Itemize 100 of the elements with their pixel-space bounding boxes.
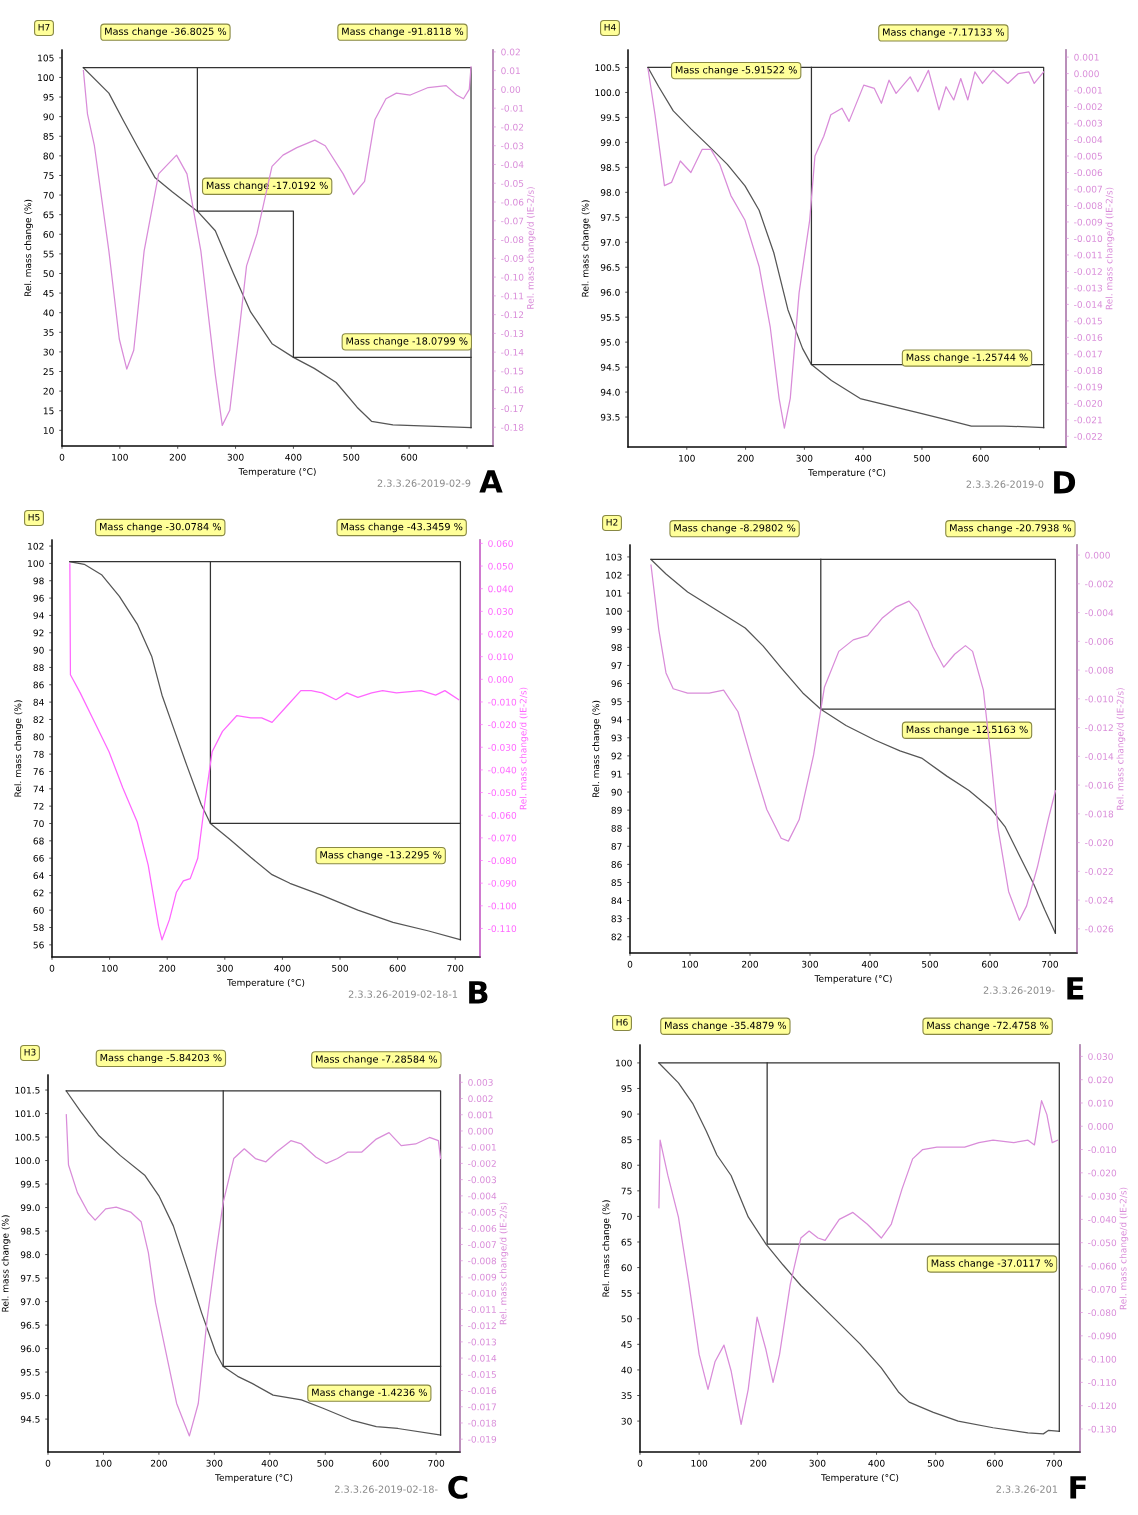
y2-tick-label: -0.020 (1085, 839, 1114, 847)
y-tick-label: 96.0 (600, 288, 620, 296)
x-tick-label: 400 (285, 453, 302, 461)
y-tick-label: 90 (43, 113, 54, 121)
y2-tick-label: -0.16 (501, 386, 524, 394)
y2-tick-label: -0.014 (1085, 753, 1114, 760)
y2-tick-label: -0.18 (501, 423, 524, 431)
x-axis-title: Temperature (°C) (227, 978, 305, 988)
x-tick-label: 0 (59, 453, 65, 461)
y-tick-label: 56 (33, 941, 44, 949)
y-tick-label: 97.5 (20, 1274, 40, 1282)
y2-tick-label: -0.006 (468, 1225, 497, 1232)
y2-tick-label: -0.008 (1074, 202, 1103, 210)
x-axis-title: Temperature (°C) (814, 974, 892, 984)
y-tick-label: 64 (33, 872, 44, 880)
y-tick-label: 98.5 (20, 1227, 40, 1235)
y2-tick-label: -0.02 (501, 123, 524, 131)
annotation: Mass change -18.0799 % (346, 337, 468, 347)
y2-tick-label: -0.010 (1088, 1146, 1117, 1154)
y-tick-label: 100.5 (15, 1133, 40, 1141)
y2-tick-label: -0.010 (468, 1289, 497, 1297)
y2-axis-title: Rel. mass change/d (IE-2/s) (526, 187, 536, 309)
y2-tick-label: -0.110 (488, 925, 517, 933)
y-axis-title: Rel. mass change (%) (14, 700, 23, 797)
y-tick-label: 98.0 (20, 1251, 40, 1259)
y2-tick-label: -0.013 (1074, 284, 1103, 292)
y2-tick-label: -0.004 (1085, 609, 1114, 617)
y-tick-label: 80 (33, 733, 44, 741)
y2-tick-label: -0.009 (468, 1273, 497, 1281)
y-tick-label: 82 (611, 933, 622, 941)
y2-tick-label: -0.110 (1088, 1379, 1117, 1386)
y2-tick-label: 0.01 (501, 67, 520, 75)
y-tick-label: 95 (43, 93, 54, 101)
y2-axis-title: Rel. mass change/d (IE-2/s) (1119, 1187, 1129, 1310)
y-tick-label: 60 (33, 906, 44, 914)
y2-tick-label: 0.030 (488, 608, 513, 615)
y2-tick-label: -0.026 (1085, 925, 1114, 933)
y-tick-label: 70 (33, 820, 44, 828)
y2-tick-label: -0.015 (468, 1371, 496, 1378)
y-tick-label: 40 (621, 1366, 632, 1374)
y2-tick-label: -0.15 (501, 367, 524, 375)
y-tick-label: 55 (43, 250, 54, 258)
y-tick-label: 101.0 (15, 1110, 40, 1118)
x-tick-label: 300 (206, 1459, 223, 1467)
y-tick-label: 76 (33, 768, 44, 776)
y-tick-label: 10 (43, 427, 54, 434)
y-tick-label: 97.0 (600, 238, 620, 246)
y-tick-label: 97.0 (20, 1298, 40, 1306)
y-tick-label: 105 (38, 54, 54, 62)
y2-tick-label: -0.08 (501, 236, 524, 244)
y-tick-label: 87 (611, 843, 622, 850)
y-tick-label: 60 (43, 231, 54, 238)
y2-tick-label: -0.01 (501, 104, 524, 112)
x-axis-title: Temperature (°C) (808, 468, 886, 478)
y-tick-label: 85 (621, 1136, 632, 1144)
y2-tick-label: -0.006 (1085, 638, 1114, 645)
y-tick-label: 50 (621, 1315, 632, 1323)
annotation: Mass change -1.4236 % (312, 1388, 427, 1398)
y2-tick-label: -0.017 (468, 1403, 496, 1411)
y2-tick-label: -0.14 (501, 348, 524, 356)
y-tick-label: 50 (43, 270, 54, 278)
annotation: Mass change -5.91522 % (675, 65, 797, 76)
y2-tick-label: -0.080 (488, 857, 517, 865)
x-tick-label: 400 (861, 960, 879, 968)
y2-tick-label: -0.090 (488, 879, 517, 887)
y2-tick-label: -0.004 (1074, 136, 1103, 144)
y2-tick-label: 0.040 (488, 585, 513, 593)
y2-tick-label: 0.010 (1088, 1099, 1113, 1107)
y2-tick-label: -0.007 (1074, 185, 1102, 193)
x-tick-label: 400 (868, 1459, 885, 1467)
y-tick-label: 35 (621, 1392, 632, 1400)
y-tick-label: 95.5 (600, 313, 620, 321)
x-tick-label: 100 (101, 964, 118, 972)
text: Mass change -72.4758 % (927, 1021, 1049, 1031)
text: Mass change -20.7938 % (950, 523, 1072, 534)
y2-tick-label: -0.012 (1074, 268, 1102, 275)
y2-tick-label: 0.02 (501, 48, 520, 56)
x-tick-label: 500 (343, 453, 360, 461)
y2-tick-label: 0.000 (1085, 551, 1110, 559)
y-tick-label: 99 (611, 626, 622, 633)
text: 2.3.3.26-2019- (983, 986, 1055, 994)
y2-tick-label: -0.016 (1074, 334, 1103, 341)
text: Mass change -35.4879 % (665, 1021, 787, 1031)
y2-tick-label: 0.00 (501, 86, 521, 93)
y-tick-label: 58 (33, 924, 44, 932)
y-tick-label: 101 (606, 589, 622, 597)
y-tick-label: 35 (43, 329, 54, 336)
y2-tick-label: -0.040 (488, 766, 517, 774)
y2-tick-label: -0.100 (488, 902, 517, 910)
y2-tick-label: -0.09 (501, 255, 524, 262)
y-axis-title: Rel. mass change (%) (24, 199, 33, 297)
x-tick-label: 100 (691, 1459, 708, 1467)
y-tick-label: 84 (611, 897, 622, 905)
y2-tick-label: -0.015 (1074, 317, 1102, 325)
y-tick-label: 66 (33, 854, 44, 862)
y-tick-label: 94 (33, 612, 44, 619)
y-tick-label: 70 (621, 1213, 632, 1220)
y2-tick-label: -0.016 (1085, 781, 1114, 789)
y-axis-title: Rel. mass change (%) (602, 1200, 611, 1297)
y-tick-label: 98.0 (600, 189, 620, 196)
